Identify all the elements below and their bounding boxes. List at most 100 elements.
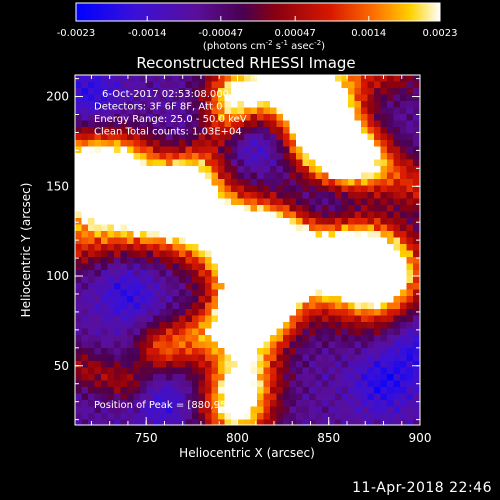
heatmap-cell	[172, 107, 180, 115]
heatmap-cell	[341, 231, 349, 239]
heatmap-cell	[335, 283, 343, 291]
heatmap-cell	[263, 380, 271, 388]
heatmap-cell	[270, 263, 278, 271]
heatmap-cell	[153, 315, 161, 323]
heatmap-cell	[88, 393, 96, 401]
heatmap-cell	[94, 114, 102, 122]
heatmap-cell	[341, 75, 349, 83]
heatmap-cell	[153, 127, 161, 135]
heatmap-cell	[296, 289, 304, 297]
heatmap-cell	[302, 75, 310, 83]
heatmap-cell	[374, 244, 382, 252]
heatmap-cell	[114, 309, 122, 317]
heatmap-cell	[133, 231, 141, 239]
heatmap-cell	[335, 406, 343, 414]
heatmap-cell	[107, 185, 115, 193]
heatmap-cell	[146, 270, 154, 278]
heatmap-cell	[348, 146, 356, 154]
heatmap-cell	[140, 354, 148, 362]
heatmap-cell	[419, 419, 420, 425]
heatmap-cell	[159, 328, 167, 336]
heatmap-cell	[283, 322, 291, 330]
heatmap-cell	[166, 335, 174, 343]
heatmap-cell	[231, 276, 239, 284]
heatmap-cell	[224, 159, 232, 167]
heatmap-cell	[244, 179, 252, 187]
heatmap-cell	[380, 231, 388, 239]
heatmap-cell	[120, 361, 128, 369]
heatmap-cell	[244, 283, 252, 291]
heatmap-cell	[88, 309, 96, 317]
heatmap-cell	[309, 413, 317, 421]
heatmap-cell	[244, 237, 252, 245]
heatmap-cell	[185, 289, 193, 297]
heatmap-cell	[302, 380, 310, 388]
heatmap-cell	[289, 224, 297, 232]
heatmap-cell	[237, 198, 245, 206]
heatmap-cell	[120, 296, 128, 304]
heatmap-cell	[276, 185, 284, 193]
heatmap-cell	[296, 335, 304, 343]
heatmap-cell	[289, 406, 297, 414]
heatmap-cell	[400, 218, 408, 226]
heatmap-cell	[218, 211, 226, 219]
heatmap-cell	[133, 166, 141, 174]
heatmap-cell	[211, 153, 219, 161]
heatmap-cell	[309, 231, 317, 239]
heatmap-cell	[224, 328, 232, 336]
heatmap-cell	[361, 263, 369, 271]
heatmap-cell	[335, 127, 343, 135]
heatmap-cell	[172, 192, 180, 200]
heatmap-cell	[224, 237, 232, 245]
heatmap-cell	[218, 335, 226, 343]
heatmap-cell	[367, 361, 375, 369]
heatmap-cell	[341, 374, 349, 382]
heatmap-cell	[400, 367, 408, 375]
heatmap-cell	[153, 348, 161, 356]
heatmap-cell	[257, 140, 265, 148]
heatmap-cell	[322, 185, 330, 193]
heatmap-cell	[289, 374, 297, 382]
heatmap-cell	[387, 315, 395, 323]
heatmap-cell	[276, 296, 284, 304]
heatmap-cell	[140, 276, 148, 284]
heatmap-cell	[88, 231, 96, 239]
heatmap-cell	[237, 192, 245, 200]
heatmap-cell	[387, 120, 395, 128]
heatmap-cell	[185, 322, 193, 330]
heatmap-cell	[153, 120, 161, 128]
heatmap-cell	[166, 153, 174, 161]
heatmap-cell	[172, 302, 180, 310]
heatmap-cell	[400, 192, 408, 200]
heatmap-cell	[81, 211, 89, 219]
heatmap-cell	[348, 244, 356, 252]
heatmap-cell	[75, 296, 83, 304]
heatmap-cell	[276, 335, 284, 343]
heatmap-cell	[374, 101, 382, 109]
heatmap-cell	[400, 159, 408, 167]
heatmap-cell	[140, 179, 148, 187]
heatmap-cell	[406, 400, 414, 408]
heatmap-cell	[341, 81, 349, 89]
heatmap-cell	[335, 120, 343, 128]
heatmap-cell	[231, 270, 239, 278]
heatmap-cell	[205, 413, 213, 421]
heatmap-cell	[192, 114, 200, 122]
heatmap-cell	[185, 328, 193, 336]
heatmap-cell	[211, 387, 219, 395]
heatmap-cell	[367, 302, 375, 310]
heatmap-cell	[179, 224, 187, 232]
heatmap-cell	[198, 263, 206, 271]
heatmap-cell	[322, 198, 330, 206]
heatmap-cell	[270, 257, 278, 265]
heatmap-cell	[367, 322, 375, 330]
heatmap-cell	[153, 250, 161, 258]
heatmap-cell	[140, 127, 148, 135]
heatmap-cell	[387, 400, 395, 408]
heatmap-cell	[172, 348, 180, 356]
heatmap-cell	[257, 133, 265, 141]
heatmap-cell	[237, 114, 245, 122]
heatmap-cell	[289, 172, 297, 180]
heatmap-cell	[101, 140, 109, 148]
heatmap-cell	[400, 107, 408, 115]
